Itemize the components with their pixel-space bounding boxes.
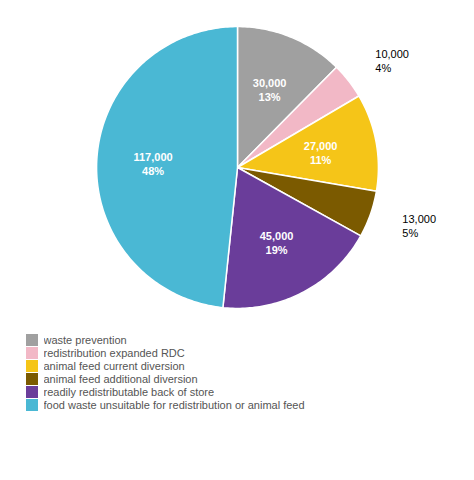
html-text:animal feed current diversion: animal feed current diversion: [43, 360, 185, 372]
svg-text:10,0004%: 10,0004%: [375, 48, 409, 74]
svg-text:117,00048%: 117,00048%: [133, 151, 172, 177]
svg-text:45,00019%: 45,00019%: [260, 230, 294, 256]
html-text:waste prevention: waste prevention: [43, 334, 127, 346]
html-text:animal feed additional diversi: animal feed additional diversion: [43, 373, 198, 385]
html-text:redistribution expanded RDC: redistribution expanded RDC: [43, 347, 185, 359]
html-text:food waste unsuitable for redi: food waste unsuitable for redistribution…: [43, 399, 305, 411]
svg-text:27,00011%: 27,00011%: [304, 140, 338, 166]
svg-text:13,0005%: 13,0005%: [402, 213, 436, 239]
html-text:readily redistributable back o: readily redistributable back of store: [43, 386, 215, 398]
svg-text:30,00013%: 30,00013%: [253, 77, 287, 103]
